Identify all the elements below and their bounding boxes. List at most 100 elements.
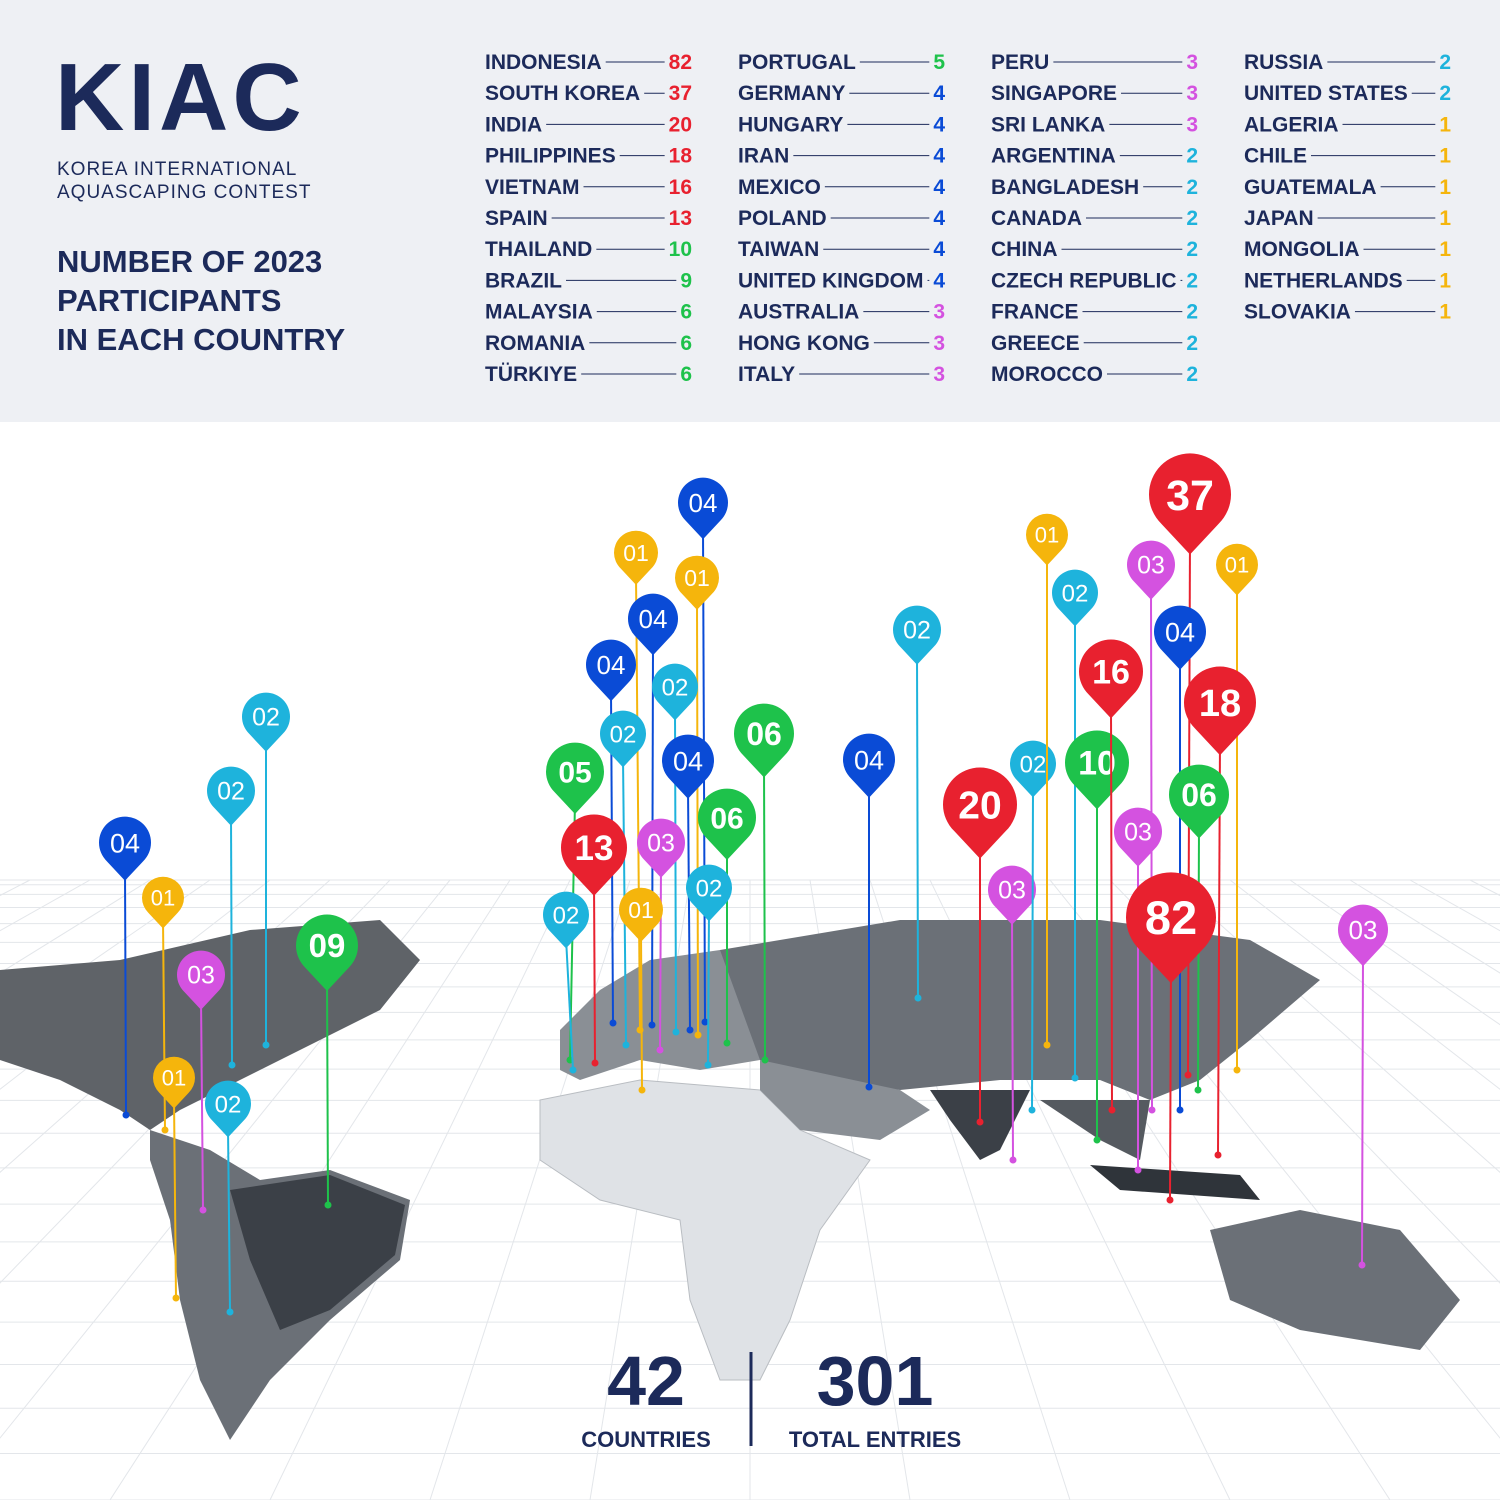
pin-head: [296, 914, 359, 991]
header-panel: [0, 0, 1500, 422]
pin: 02: [205, 1080, 252, 1316]
country-name: ITALY: [738, 363, 795, 386]
pin-head: [207, 766, 255, 826]
pin-anchor: [976, 1118, 984, 1126]
country-name: JAPAN: [1244, 207, 1314, 230]
country-count: 1: [1439, 145, 1451, 168]
pin-label: 01: [623, 540, 649, 566]
country-count: 4: [933, 145, 945, 168]
pin-label: 09: [309, 927, 346, 964]
pin: 10: [1065, 730, 1129, 1144]
pin-stem: [1031, 786, 1034, 1111]
country-name: INDIA: [485, 113, 542, 136]
country-count: 3: [1186, 82, 1198, 105]
country-name: POLAND: [738, 207, 827, 230]
grid-line: [429, 879, 631, 1500]
country-count: 2: [1186, 269, 1198, 292]
pin-label: 02: [610, 721, 637, 748]
pin-head: [600, 710, 646, 768]
country-count: 2: [1439, 51, 1451, 74]
pin-anchor: [1134, 1166, 1142, 1174]
pin-label: 04: [673, 746, 703, 776]
country-name: RUSSIA: [1244, 51, 1323, 74]
country-count: 6: [680, 301, 692, 324]
pin-head: [1215, 543, 1258, 596]
pin-anchor: [199, 1206, 207, 1214]
pin-anchor: [161, 1126, 169, 1134]
country-name: THAILAND: [485, 238, 592, 261]
pin-label: 04: [1165, 617, 1195, 647]
grid-line: [1289, 879, 1500, 1026]
country-count: 5: [933, 51, 945, 74]
pin-anchor: [1148, 1106, 1156, 1114]
pin-anchor: [228, 1061, 236, 1069]
pin-anchor: [1071, 1074, 1079, 1082]
pin-label: 01: [1225, 553, 1249, 578]
country-count: 1: [1439, 238, 1451, 261]
entries-total: 301: [817, 1342, 934, 1420]
country-count: 20: [669, 113, 692, 136]
logo-name: KOREA INTERNATIONAL: [57, 159, 297, 180]
pin-label: 02: [553, 902, 580, 929]
pin: 16: [1078, 639, 1143, 1114]
pin-label: 16: [1092, 654, 1130, 692]
pin: 03: [637, 818, 686, 1054]
country-name: SPAIN: [485, 207, 548, 230]
pin-label: 37: [1166, 472, 1214, 520]
pin-label: 04: [854, 745, 884, 775]
country-name: IRAN: [738, 145, 789, 168]
pin-stem: [1110, 703, 1113, 1111]
pin-anchor: [226, 1308, 234, 1316]
pin: 04: [99, 816, 151, 1119]
pin-label: 04: [689, 488, 718, 518]
pin-head: [686, 864, 733, 922]
pin-stem: [565, 937, 574, 1071]
pin-label: 06: [710, 802, 743, 835]
pin: 04: [843, 733, 895, 1091]
pin-anchor: [122, 1111, 130, 1119]
country-name: TÜRKIYE: [485, 363, 577, 386]
country-count: 2: [1186, 332, 1198, 355]
country-name: HUNGARY: [738, 113, 843, 136]
country-name: SINGAPORE: [991, 82, 1117, 105]
country-name: GUATEMALA: [1244, 176, 1377, 199]
pin-anchor: [1009, 1156, 1017, 1164]
country-count: 2: [1186, 238, 1198, 261]
country-name: GERMANY: [738, 82, 845, 105]
country-name: ALGERIA: [1244, 113, 1339, 136]
pin-head: [614, 530, 658, 585]
country-count: 9: [680, 269, 692, 292]
pin: 02: [1051, 569, 1098, 1082]
country-name: GREECE: [991, 332, 1080, 355]
country-count: 3: [933, 332, 945, 355]
pin-stem: [1197, 824, 1200, 1091]
pin-anchor: [1233, 1066, 1241, 1074]
pin: 02: [893, 605, 941, 1002]
countries-label: COUNTRIES: [581, 1427, 711, 1452]
pin-head: [99, 816, 151, 881]
country-count: 1: [1439, 176, 1451, 199]
pin-head: [1078, 639, 1143, 719]
pin-stem: [326, 976, 329, 1206]
country-count: 4: [933, 113, 945, 136]
country-name: SLOVAKIA: [1244, 301, 1351, 324]
country-name: MEXICO: [738, 176, 821, 199]
countries-total: 42: [607, 1342, 685, 1420]
country-name: MONGOLIA: [1244, 238, 1360, 261]
country-name: PORTUGAL: [738, 51, 856, 74]
logo-mark: KIAC: [55, 44, 306, 151]
country-name: UNITED KINGDOM: [738, 269, 924, 292]
pin-label: 03: [1137, 552, 1165, 580]
pin-head: [675, 555, 719, 610]
pin-head: [205, 1080, 252, 1138]
country-count: 3: [1186, 113, 1198, 136]
country-name: SRI LANKA: [991, 113, 1105, 136]
country-count: 3: [933, 301, 945, 324]
pin-anchor: [1093, 1136, 1101, 1144]
pin-label: 03: [1124, 819, 1152, 847]
pin: 03: [988, 865, 1036, 1164]
country-count: 6: [680, 332, 692, 355]
pin: 09: [296, 914, 359, 1209]
pin-stem: [659, 866, 662, 1051]
pin-head: [662, 734, 715, 799]
